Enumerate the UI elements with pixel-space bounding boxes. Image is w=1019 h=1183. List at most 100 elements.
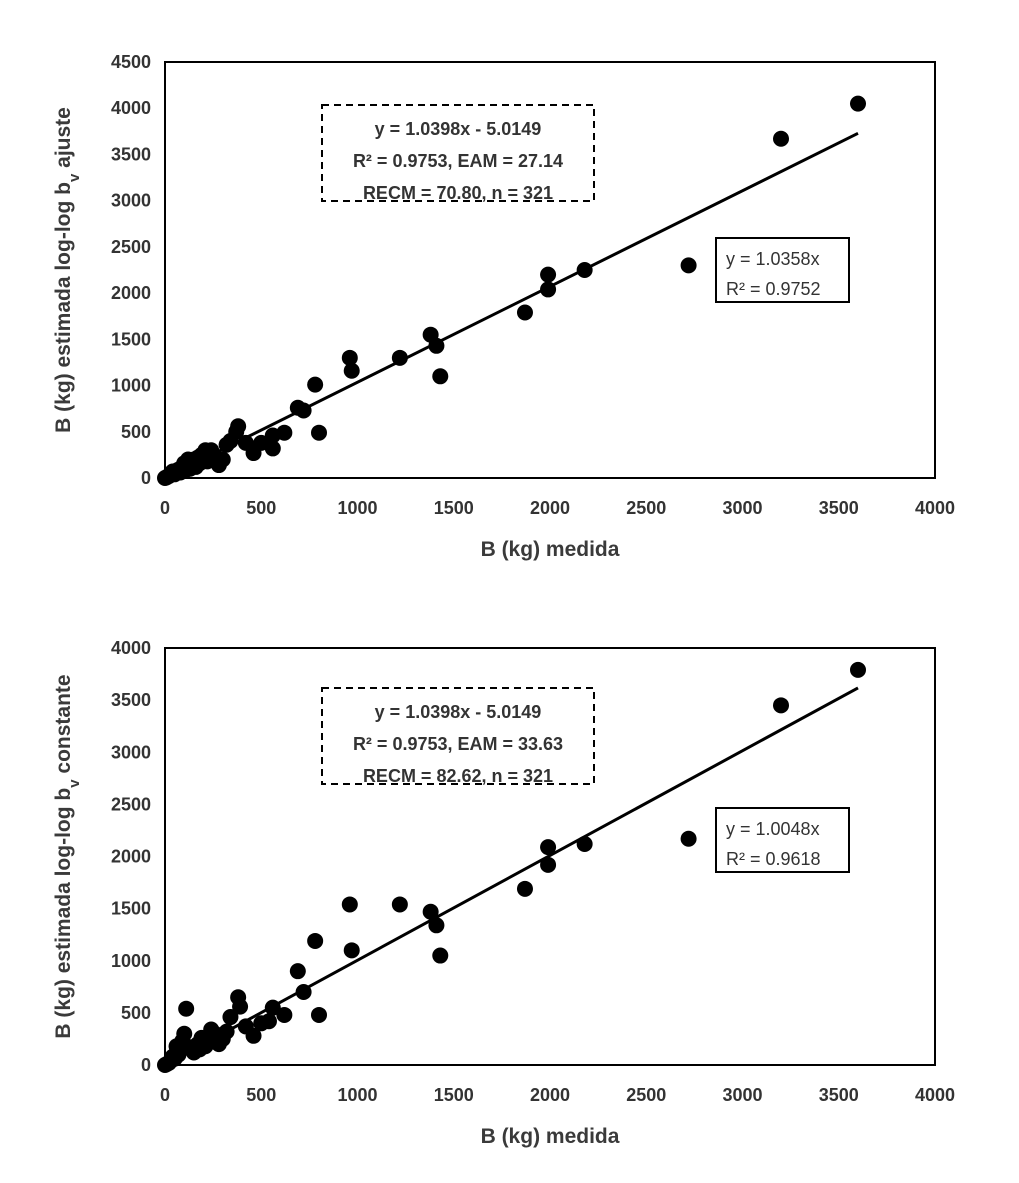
chart1-ytick-0: 0 xyxy=(141,468,151,488)
chart2-point-11 xyxy=(432,947,449,964)
chart2-point-9 xyxy=(422,903,439,920)
chart1-plot-frame xyxy=(164,61,936,479)
chart2-point-13 xyxy=(343,942,360,959)
chart2-point-50 xyxy=(157,1057,173,1073)
chart2-xlabel: B (kg) medida xyxy=(481,1125,620,1148)
chart-constante: 0 500 1000 1500 2000 2500 3000 3500 4000 0 500 1000… xyxy=(0,590,1019,1170)
chart2-xtick-5: 2500 xyxy=(626,1085,666,1105)
chart1-xlabel: B (kg) medida xyxy=(481,538,620,561)
chart2-point-5 xyxy=(540,856,557,873)
chart1-xtick-1: 500 xyxy=(246,498,276,518)
chart1-point-22 xyxy=(237,434,254,451)
chart1-point-8 xyxy=(428,337,445,354)
chart1-point-9 xyxy=(432,368,449,385)
chart1-point-5 xyxy=(540,281,557,298)
chart2-point-14 xyxy=(289,963,306,980)
chart-ajuste-svg: 0 500 1000 1500 2000 2500 3000 3500 4000 0 500 1000… xyxy=(52,52,955,561)
chart2-xtick-4: 2000 xyxy=(530,1085,570,1105)
chart1-point-54 xyxy=(157,470,173,486)
chart2-ytick-7: 3500 xyxy=(111,690,151,710)
chart1-xtick-0: 0 xyxy=(160,498,170,518)
chart1-point-2 xyxy=(680,257,697,274)
chart1-point-3 xyxy=(576,262,593,278)
chart1-point-26 xyxy=(218,436,235,453)
chart1-ytick-7: 3500 xyxy=(111,144,151,164)
chart1-ylabel: B (kg) estimada log-log bv ajuste xyxy=(52,107,83,433)
chart1-xtick-2: 1000 xyxy=(337,498,377,518)
chart2-point-8 xyxy=(341,896,358,913)
chart1-point-0 xyxy=(850,95,866,112)
chart2-point-1 xyxy=(773,697,789,714)
chart1-point-13 xyxy=(307,376,324,393)
chart1-ytick-3: 1500 xyxy=(111,329,151,349)
chart1-point-18 xyxy=(264,427,281,444)
chart2-stats-line-1: R² = 0.9753, EAM = 33.63 xyxy=(353,734,563,754)
chart1-point-16 xyxy=(311,424,327,441)
chart2-point-12 xyxy=(307,932,324,949)
chart2-ytick-6: 3000 xyxy=(111,742,151,762)
chart2-ytick-4: 2000 xyxy=(111,847,151,867)
chart2-point-0 xyxy=(850,661,866,678)
chart1-ytick-1: 500 xyxy=(121,422,151,442)
chart2-point-38 xyxy=(178,1000,195,1017)
chart1-ytick-6: 3000 xyxy=(111,191,151,211)
chart2-point-15 xyxy=(295,984,312,1001)
chart2-ytick-8: 4000 xyxy=(111,638,151,658)
chart2-trend-line xyxy=(164,686,859,1067)
chart1-stats-line-1: R² = 0.9753, EAM = 27.14 xyxy=(353,151,563,171)
chart2-stats-line-0: y = 1.0398x - 5.0149 xyxy=(375,702,542,722)
chart1-point-6 xyxy=(516,304,533,321)
chart2-plot-frame xyxy=(164,647,936,1066)
chart1-xtick-8: 4000 xyxy=(915,498,955,518)
chart1-point-1 xyxy=(773,130,789,147)
chart2-xtick-6: 3000 xyxy=(722,1085,762,1105)
chart2-point-4 xyxy=(540,839,557,856)
chart2-point-17 xyxy=(276,1006,293,1023)
chart1-xtick-7: 3500 xyxy=(819,498,859,518)
chart2-ytick-2: 1000 xyxy=(111,951,151,971)
chart-ajuste: 0 500 1000 1500 2000 2500 3000 3500 4000 0 500 1000… xyxy=(0,0,1019,580)
chart1-xtick-6: 3000 xyxy=(722,498,762,518)
chart1-ytick-5: 2500 xyxy=(111,237,151,257)
chart2-xtick-0: 0 xyxy=(160,1085,170,1105)
chart1-point-15 xyxy=(295,402,312,419)
chart1-xtick-4: 2000 xyxy=(530,498,570,518)
chart1-ytick-9: 4500 xyxy=(111,52,151,72)
chart2-equation-box xyxy=(715,807,850,873)
chart1-stats-line-0: y = 1.0398x - 5.0149 xyxy=(375,119,542,139)
chart1-ytick-2: 1000 xyxy=(111,376,151,396)
chart2-stats-line-2: RECM = 82.62, n = 321 xyxy=(363,766,553,786)
chart1-equation-box xyxy=(715,237,850,303)
chart2-ytick-1: 500 xyxy=(121,1003,151,1023)
chart2-point-7 xyxy=(391,896,408,913)
chart2-point-10 xyxy=(428,917,445,934)
chart2-point-2 xyxy=(680,830,697,847)
chart2-xtick-3: 1500 xyxy=(434,1085,474,1105)
chart1-xtick-5: 2500 xyxy=(626,498,666,518)
chart1-point-21 xyxy=(253,434,270,451)
chart2-stats-box xyxy=(321,687,595,785)
chart1-equation-line-0: y = 1.0358x xyxy=(726,249,820,269)
chart1-xtick-3: 1500 xyxy=(434,498,474,518)
chart2-equation-line-0: y = 1.0048x xyxy=(726,819,820,839)
chart1-ytick-4: 2000 xyxy=(111,283,151,303)
chart2-xtick-7: 3500 xyxy=(819,1085,859,1105)
chart1-point-11 xyxy=(341,349,358,366)
chart2-xtick-2: 1000 xyxy=(337,1085,377,1105)
chart1-point-12 xyxy=(343,362,360,379)
chart2-point-25 xyxy=(222,1009,239,1026)
chart1-stats-line-2: RECM = 70.80, n = 321 xyxy=(363,183,553,203)
chart2-point-6 xyxy=(516,880,533,897)
chart2-point-24 xyxy=(232,998,249,1015)
chart2-ylabel: B (kg) estimada log-log bv constante xyxy=(52,674,83,1038)
chart1-stats-box xyxy=(321,104,595,202)
chart2-point-21 xyxy=(253,1015,270,1032)
chart1-point-4 xyxy=(540,266,557,283)
chart-constante-svg: 0 500 1000 1500 2000 2500 3000 3500 4000 0 500 1000… xyxy=(52,638,955,1148)
chart2-point-3 xyxy=(576,835,593,852)
chart1-ytick-8: 4000 xyxy=(111,98,151,118)
chart1-equation-line-1: R² = 0.9752 xyxy=(726,279,821,299)
chart1-trend-line xyxy=(164,131,859,480)
chart2-equation-line-1: R² = 0.9618 xyxy=(726,849,821,869)
chart2-ytick-0: 0 xyxy=(141,1055,151,1075)
